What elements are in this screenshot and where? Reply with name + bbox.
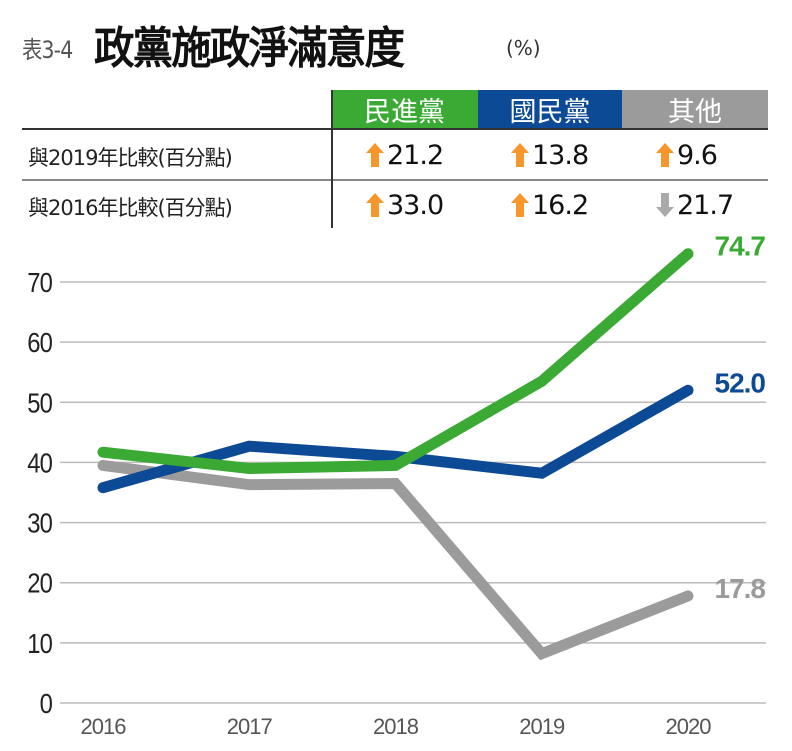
x-tick-label: 2016 — [81, 714, 127, 739]
row-label: 與2016年比較(百分點) — [28, 196, 233, 220]
table-divider — [22, 128, 768, 130]
arrow-up-icon — [366, 193, 384, 217]
arrow-up-icon — [656, 143, 674, 167]
y-tick-label: 30 — [27, 507, 52, 539]
chart-title: 政黨施政淨滿意度 — [94, 23, 405, 74]
column-header-dpp: 民進黨 — [331, 90, 478, 128]
y-tick-label: 60 — [27, 326, 52, 358]
y-tick-label: 20 — [27, 567, 52, 599]
arrow-up-icon — [511, 143, 529, 167]
y-tick-label: 70 — [27, 266, 52, 298]
x-tick-label: 2019 — [519, 714, 565, 739]
column-label: 其他 — [668, 96, 722, 128]
arrow-up-icon — [366, 143, 384, 167]
unit-label: (%) — [506, 36, 541, 60]
column-header-other: 其他 — [622, 90, 768, 128]
row-label: 與2019年比較(百分點) — [28, 146, 233, 170]
column-label: 國民黨 — [509, 96, 591, 128]
cell-value: 13.8 — [532, 139, 589, 171]
table-divider — [22, 179, 768, 181]
series-line-其他 — [97, 459, 694, 661]
table-cell: 33.0 — [366, 187, 444, 223]
table-cell: 21.7 — [656, 187, 734, 223]
table-cell: 21.2 — [366, 137, 444, 173]
arrow-up-icon — [511, 193, 529, 217]
cell-value: 16.2 — [532, 189, 589, 221]
x-tick-label: 2018 — [373, 714, 419, 739]
end-value-label: 17.8 — [715, 573, 766, 604]
cell-value: 9.6 — [677, 139, 718, 171]
table-cell: 9.6 — [656, 137, 718, 173]
x-tick-label: 2020 — [666, 714, 712, 739]
cell-value: 33.0 — [387, 189, 444, 221]
x-tick-label: 2017 — [227, 714, 273, 739]
y-tick-label: 50 — [27, 386, 52, 418]
y-tick-label: 0 — [40, 687, 53, 719]
cell-value: 21.2 — [387, 139, 444, 171]
figure-number: 表3-4 — [22, 36, 73, 64]
arrow-down-icon — [656, 193, 674, 217]
column-label: 民進黨 — [364, 96, 445, 128]
y-tick-label: 40 — [27, 447, 52, 479]
table-cell: 13.8 — [511, 137, 589, 173]
table-divider — [331, 90, 333, 228]
column-header-kmt: 國民黨 — [478, 90, 622, 128]
end-value-label: 52.0 — [715, 367, 766, 398]
table-cell: 16.2 — [511, 187, 589, 223]
cell-value: 21.7 — [677, 189, 734, 221]
y-tick-label: 10 — [27, 627, 52, 659]
end-value-label: 74.7 — [715, 231, 766, 262]
